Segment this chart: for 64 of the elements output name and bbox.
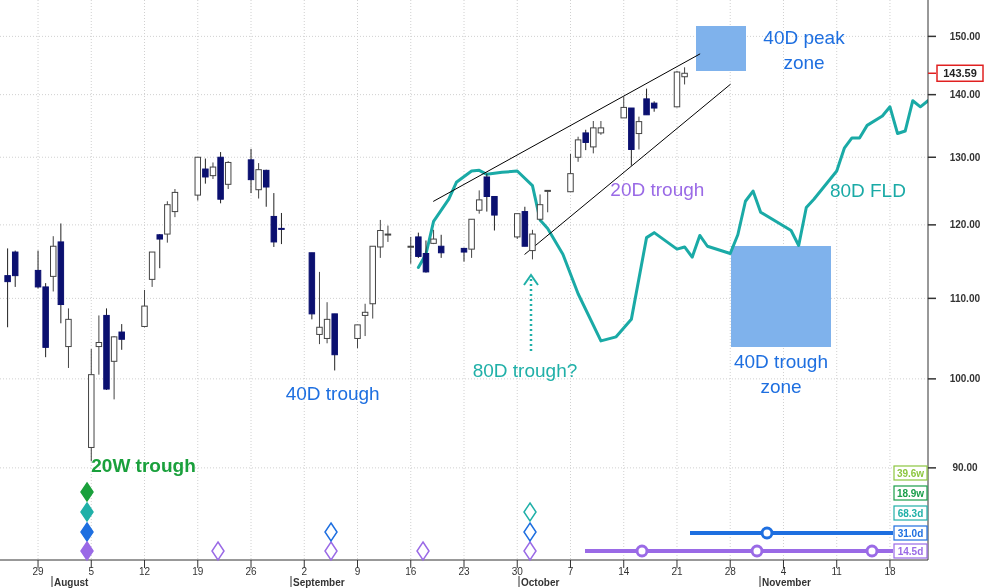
x-tick-label: 14 bbox=[618, 566, 630, 577]
candlestick bbox=[536, 193, 544, 222]
line-series bbox=[416, 99, 928, 343]
candlestick bbox=[95, 314, 103, 376]
candlestick bbox=[354, 324, 361, 349]
y-tick-label: 140.00 bbox=[949, 89, 981, 101]
annotation: 20W trough bbox=[91, 455, 196, 477]
x-tick-label: 30 bbox=[511, 566, 524, 577]
y-tick-label: 90.00 bbox=[952, 462, 978, 474]
candlestick bbox=[620, 95, 627, 119]
y-tick-label: 150.00 bbox=[949, 30, 981, 42]
candlestick bbox=[574, 136, 582, 163]
x-tick-label: 28 bbox=[724, 566, 737, 577]
text: November bbox=[762, 577, 812, 588]
x-tick-label: 29 bbox=[32, 566, 45, 577]
candlestick bbox=[262, 169, 270, 208]
y-tick-label: 120.00 bbox=[949, 219, 981, 231]
candlestick bbox=[437, 234, 445, 259]
annotation: 40D trough zone bbox=[733, 351, 829, 397]
candlestick bbox=[475, 189, 483, 215]
candlestick bbox=[255, 162, 262, 200]
x-tick-label: 4 bbox=[780, 566, 787, 577]
candlestick bbox=[361, 303, 369, 337]
candlestick bbox=[544, 189, 551, 213]
x-tick-label: 5 bbox=[88, 566, 95, 577]
text: August bbox=[54, 577, 90, 588]
text: October bbox=[521, 577, 560, 588]
y-tick-label: 100.00 bbox=[949, 373, 981, 385]
x-tick-label: 16 bbox=[405, 566, 417, 577]
candlestick bbox=[567, 153, 574, 193]
y-tick-label: 110.00 bbox=[949, 292, 981, 304]
x-tick-label: 12 bbox=[138, 566, 151, 577]
y-tick-label: 130.00 bbox=[949, 151, 981, 163]
series-label: 80D FLD bbox=[829, 180, 906, 202]
candlestick bbox=[529, 229, 536, 260]
x-tick-label: 21 bbox=[671, 566, 683, 577]
candlestick bbox=[582, 129, 589, 151]
x-tick-label: 26 bbox=[245, 566, 258, 577]
candlestick bbox=[202, 158, 209, 185]
x-tick-label: 19 bbox=[192, 566, 204, 577]
candlestick bbox=[514, 213, 521, 240]
annotation: 68.3d bbox=[897, 507, 924, 519]
text: September bbox=[293, 577, 345, 588]
candlestick bbox=[460, 247, 468, 263]
x-tick-label: 18 bbox=[884, 566, 896, 577]
candlestick bbox=[156, 233, 163, 269]
annotation: 80D trough? bbox=[472, 360, 578, 381]
text: 143.59 bbox=[943, 67, 977, 80]
candlestick bbox=[118, 323, 125, 351]
x-tick-label: 23 bbox=[458, 566, 470, 577]
candlestick bbox=[141, 289, 148, 328]
candlestick bbox=[407, 236, 414, 265]
candlestick bbox=[224, 160, 232, 190]
annotation: 31.0d bbox=[897, 527, 924, 539]
annotation: 39.6w bbox=[896, 467, 925, 479]
annotation: 20D trough bbox=[610, 178, 705, 200]
candlestick bbox=[635, 116, 643, 150]
candlestick bbox=[247, 148, 255, 194]
annotation: 40D trough bbox=[285, 383, 380, 405]
x-tick-label: 2 bbox=[301, 566, 308, 577]
annotation: 14.5d bbox=[897, 545, 924, 557]
x-tick-label: 11 bbox=[831, 566, 843, 577]
annotation: 18.9w bbox=[896, 487, 925, 499]
annotation: 40D peak zone bbox=[763, 27, 846, 73]
